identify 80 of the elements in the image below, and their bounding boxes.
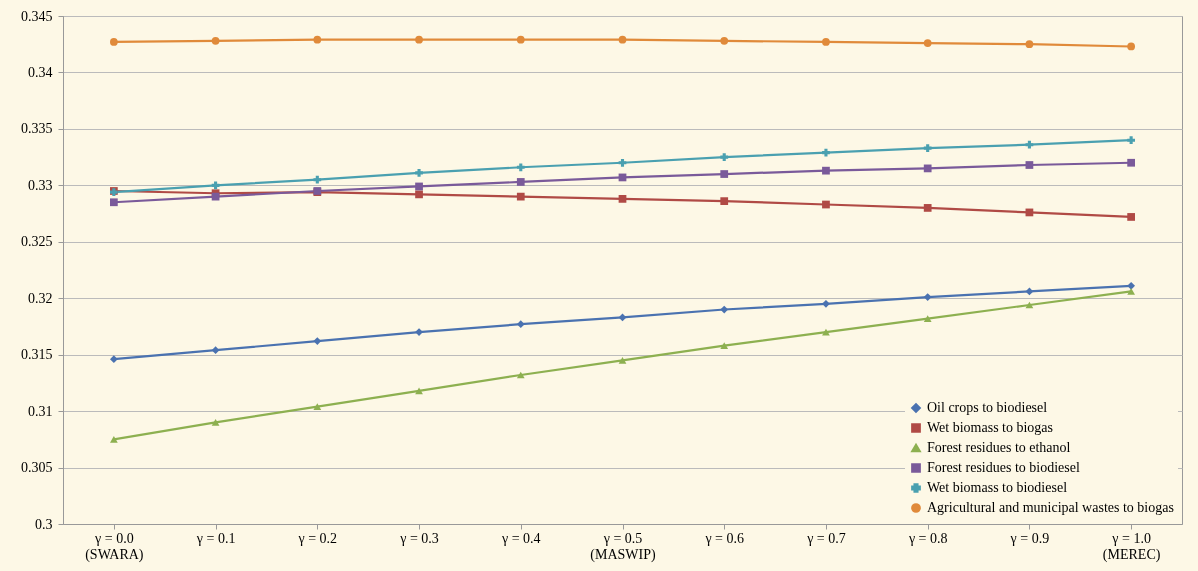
- legend-label: Agricultural and municipal wastes to biogas: [927, 500, 1174, 515]
- point: [516, 320, 525, 329]
- point: [1127, 136, 1136, 145]
- y-tick-label: 0.315: [21, 347, 53, 363]
- point: [923, 144, 932, 152]
- x-tick-label: γ = 0.8: [907, 530, 948, 546]
- y-tick-label: 0.305: [21, 460, 53, 476]
- x-tick-label: γ = 0.5 (MASWIP): [590, 530, 656, 563]
- point: [313, 175, 322, 184]
- y-tick-label: 0.345: [21, 8, 53, 24]
- point: [923, 293, 932, 301]
- y-tick-label: 0.31: [28, 403, 53, 419]
- point: [923, 164, 932, 173]
- legend-label: Wet biomass to biogas: [927, 420, 1054, 435]
- point: [415, 387, 423, 395]
- y-tick-label: 0.34: [28, 64, 53, 80]
- point: [1127, 158, 1136, 167]
- x-tick-label: γ = 0.4: [500, 530, 541, 546]
- point: [1127, 213, 1136, 221]
- point: [211, 419, 220, 426]
- point: [415, 169, 423, 177]
- point: [1127, 288, 1136, 295]
- point: [1025, 161, 1034, 169]
- point: [516, 178, 525, 186]
- point: [618, 158, 627, 167]
- point: [720, 36, 729, 45]
- legend-label: Forest residues to ethanol: [927, 440, 1071, 455]
- point: [211, 181, 220, 190]
- legend-label: Forest residues to biodiesel: [927, 460, 1080, 475]
- point: [822, 166, 830, 175]
- x-tick-label: γ = 0.7: [806, 530, 846, 546]
- point: [516, 192, 525, 201]
- point: [109, 355, 118, 364]
- point: [720, 170, 729, 178]
- x-tick-label: γ = 0.2: [297, 530, 338, 546]
- y-tick-label: 0.335: [21, 121, 53, 137]
- point: [516, 35, 525, 44]
- point: [211, 36, 220, 45]
- point: [313, 337, 322, 345]
- point: [1025, 287, 1034, 296]
- point: [415, 182, 423, 191]
- y-tick-label: 0.325: [21, 234, 53, 250]
- point: [313, 403, 322, 410]
- point: [822, 299, 830, 308]
- point: [1025, 40, 1034, 49]
- point: [720, 153, 729, 161]
- point: [516, 163, 525, 172]
- point: [923, 315, 932, 322]
- point: [923, 204, 932, 212]
- point: [1025, 140, 1034, 149]
- x-tick-label: γ = 0.0 (SWARA): [85, 530, 144, 563]
- x-tick-label: γ = 0.6: [704, 530, 745, 546]
- point: [1127, 281, 1136, 290]
- y-tick-label: 0.3: [35, 516, 53, 532]
- point: [923, 39, 932, 47]
- x-tick-label: γ = 0.3: [399, 530, 439, 546]
- point: [822, 148, 830, 157]
- x-tick-label: γ = 0.9: [1009, 530, 1050, 546]
- point: [415, 35, 423, 44]
- point: [720, 197, 729, 206]
- point: [211, 346, 220, 355]
- y-tick-label: 0.33: [28, 177, 53, 193]
- legend-label: Wet biomass to biodiesel: [927, 480, 1068, 495]
- point: [618, 35, 627, 44]
- point: [109, 198, 118, 207]
- point: [720, 342, 729, 349]
- point: [109, 38, 118, 46]
- point: [313, 35, 322, 44]
- legend-label: Oil crops to biodiesel: [927, 400, 1048, 415]
- point: [822, 200, 830, 209]
- point: [618, 356, 627, 364]
- point: [415, 190, 423, 199]
- y-tick-label: 0.32: [28, 290, 53, 306]
- point: [720, 305, 729, 314]
- x-tick-label: γ = 1.0 (MEREC): [1102, 530, 1161, 563]
- point: [1127, 42, 1136, 51]
- x-tick-label: γ = 0.1: [195, 530, 236, 546]
- point: [618, 195, 627, 203]
- point: [822, 38, 830, 46]
- point: [109, 435, 118, 443]
